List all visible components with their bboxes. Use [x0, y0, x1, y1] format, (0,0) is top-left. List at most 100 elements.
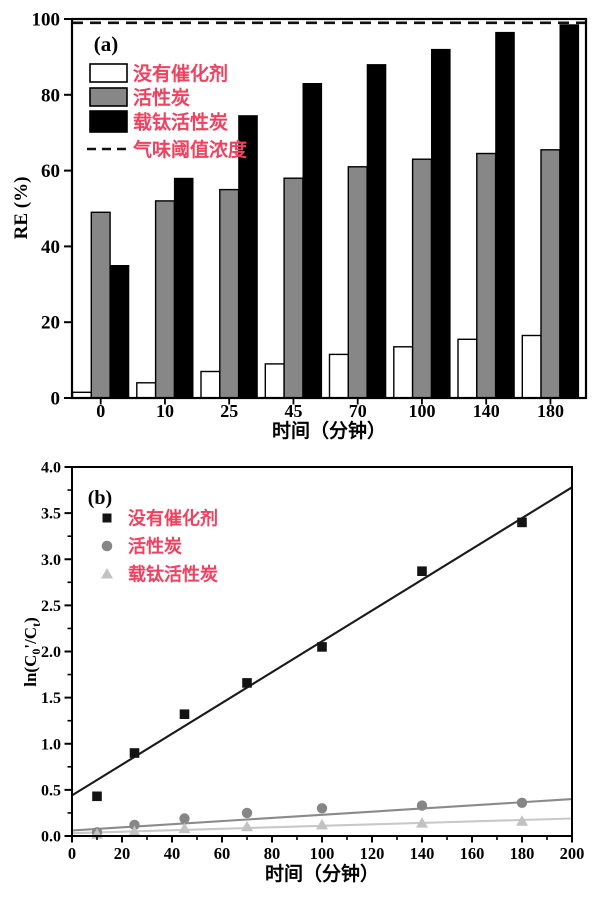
bar-no-catalyst-t10	[136, 382, 157, 399]
point-no-catalyst-t25	[129, 748, 140, 758]
x-tick-label-a: 45	[284, 401, 302, 421]
bar-no-catalyst-t70	[328, 353, 349, 399]
x-tick-label-b: 180	[510, 844, 535, 863]
panel-a-bar-chart: 0 10 25 45 70 100 140 180 0 20 40 60 80 100 RE (%) 时间（分…	[0, 0, 600, 446]
y-tick-label-b: 1.5	[41, 690, 61, 707]
point-activated-carbon-t140	[416, 800, 428, 811]
bar-ti-activated-carbon-t180	[559, 24, 580, 399]
legend-label-ti-activated-carbon: 载钛活性炭	[133, 111, 228, 134]
bar-activated-carbon-t45	[283, 177, 304, 399]
x-tick-label-b: 140	[410, 844, 435, 863]
bar-ti-activated-carbon-t100	[430, 48, 451, 399]
legend-label-b-no-catalyst: 没有催化剂	[128, 508, 218, 529]
bar-ti-activated-carbon-t70	[366, 64, 387, 399]
y-tick-label-b: 1.0	[41, 736, 61, 753]
legend-marker-no-catalyst	[102, 513, 112, 523]
x-tick-label-b: 0	[68, 844, 76, 863]
bar-activated-carbon-t100	[411, 158, 433, 399]
point-activated-carbon-t45	[179, 813, 190, 824]
x-tick-label-a: 180	[537, 401, 564, 421]
bar-activated-carbon-t0	[90, 211, 111, 399]
bar-activated-carbon-t25	[219, 188, 240, 399]
point-no-catalyst-t100	[317, 642, 327, 652]
y-tick-label-b: 0.5	[41, 782, 61, 799]
panel-label-b: (b)	[88, 487, 112, 509]
bar-no-catalyst-t100	[393, 346, 414, 399]
bar-chart-svg: 0 10 25 45 70 100 140 180 0 20 40 60 80 100 RE (%) 时间（分…	[11, 10, 588, 442]
legend-swatch-no-catalyst	[89, 63, 128, 83]
y-tick-label-a: 80	[41, 85, 60, 106]
bar-activated-carbon-t140	[476, 152, 497, 399]
legend-swatch-ti-activated-carbon	[89, 110, 128, 133]
point-activated-carbon-t25	[129, 819, 140, 831]
y-tick-label-b: 2.0	[41, 644, 61, 661]
x-tick-label-b: 100	[310, 844, 335, 863]
y-tick-label-a: 60	[41, 161, 60, 182]
bar-activated-carbon-t70	[347, 166, 368, 399]
y-tick-label-b: 0.0	[41, 829, 61, 846]
scatter-chart-svg: 0.0 0.5 1.0 1.5 2.0 2.5 3.0 3.5 4.0 0 20 40 60 80 100 1…	[21, 460, 585, 886]
x-tick-label-b: 80	[264, 844, 281, 863]
x-tick-label-b: 120	[360, 844, 385, 863]
y-tick-label-b: 4.0	[41, 460, 61, 477]
bar-no-catalyst-t45	[264, 363, 285, 399]
x-tick-label-b: 20	[114, 844, 131, 863]
point-ti-activated-carbon-t70	[241, 820, 253, 832]
point-no-catalyst-t140	[417, 566, 427, 576]
point-no-catalyst-t180	[517, 517, 527, 528]
point-no-catalyst-t45	[179, 709, 190, 719]
x-tick-label-b: 40	[164, 844, 181, 863]
point-no-catalyst-t70	[242, 678, 252, 688]
bar-no-catalyst-t25	[200, 370, 221, 399]
y-tick-label-a: 20	[41, 313, 60, 334]
x-tick-label-a: 0	[96, 401, 105, 421]
fit-line-no-catalyst	[71, 486, 573, 797]
bar-no-catalyst-t140	[457, 338, 478, 399]
point-ti-activated-carbon-t140	[416, 817, 428, 828]
x-tick-label-a: 140	[473, 401, 500, 421]
legend-label-b-activated-carbon: 活性炭	[128, 536, 182, 557]
x-axis-label-a: 时间（分钟）	[272, 419, 386, 442]
y-tick-label-a: 100	[32, 10, 61, 31]
y-tick-label-b: 3.5	[41, 506, 61, 523]
x-tick-label-a: 25	[220, 401, 238, 421]
bar-activated-carbon-t10	[154, 200, 176, 399]
x-tick-label-b: 160	[460, 844, 485, 863]
point-no-catalyst-t10	[92, 791, 102, 802]
point-ti-activated-carbon-t45	[178, 822, 191, 834]
point-ti-activated-carbon-t180	[516, 815, 528, 826]
point-activated-carbon-t70	[241, 807, 253, 819]
bar-ti-activated-carbon-t140	[495, 31, 515, 399]
legend-marker-ti-activated-carbon	[101, 568, 113, 579]
point-ti-activated-carbon-t100	[316, 818, 328, 830]
y-axis-label-b: ln(C0'/Ct)	[21, 617, 43, 687]
x-tick-label-b: 200	[560, 844, 585, 863]
point-activated-carbon-t100	[316, 803, 328, 814]
y-axis-label-a: RE (%)	[11, 177, 32, 240]
bar-no-catalyst-t180	[521, 334, 542, 399]
legend-marker-activated-carbon	[101, 540, 113, 552]
y-tick-label-b: 3.0	[41, 552, 61, 569]
legend-label-b-ti-activated-carbon: 载钛活性炭	[128, 564, 218, 585]
point-activated-carbon-t180	[516, 797, 528, 808]
y-tick-label-b: 2.5	[41, 598, 61, 615]
bar-ti-activated-carbon-t0	[109, 264, 130, 399]
y-tick-label-a: 40	[41, 237, 60, 258]
plot-frame-a	[70, 17, 588, 400]
x-axis-label-b: 时间（分钟）	[265, 862, 379, 885]
panel-label-a: (a)	[94, 32, 119, 56]
x-tick-label-a: 100	[408, 401, 435, 421]
point-ti-activated-carbon-t25	[128, 825, 141, 836]
x-tick-label-b: 60	[214, 844, 231, 863]
bar-ti-activated-carbon-t10	[173, 177, 194, 399]
y-tick-label-a: 0	[51, 389, 61, 410]
legend-swatch-activated-carbon	[89, 87, 128, 107]
x-tick-label-a: 10	[156, 401, 174, 421]
legend-label-no-catalyst: 没有催化剂	[133, 62, 228, 85]
bar-activated-carbon-t180	[540, 149, 561, 399]
fit-line-activated-carbon	[71, 798, 573, 832]
bar-ti-activated-carbon-t45	[302, 83, 323, 399]
legend-label-activated-carbon: 活性炭	[133, 86, 190, 109]
x-tick-label-a: 70	[349, 401, 367, 421]
